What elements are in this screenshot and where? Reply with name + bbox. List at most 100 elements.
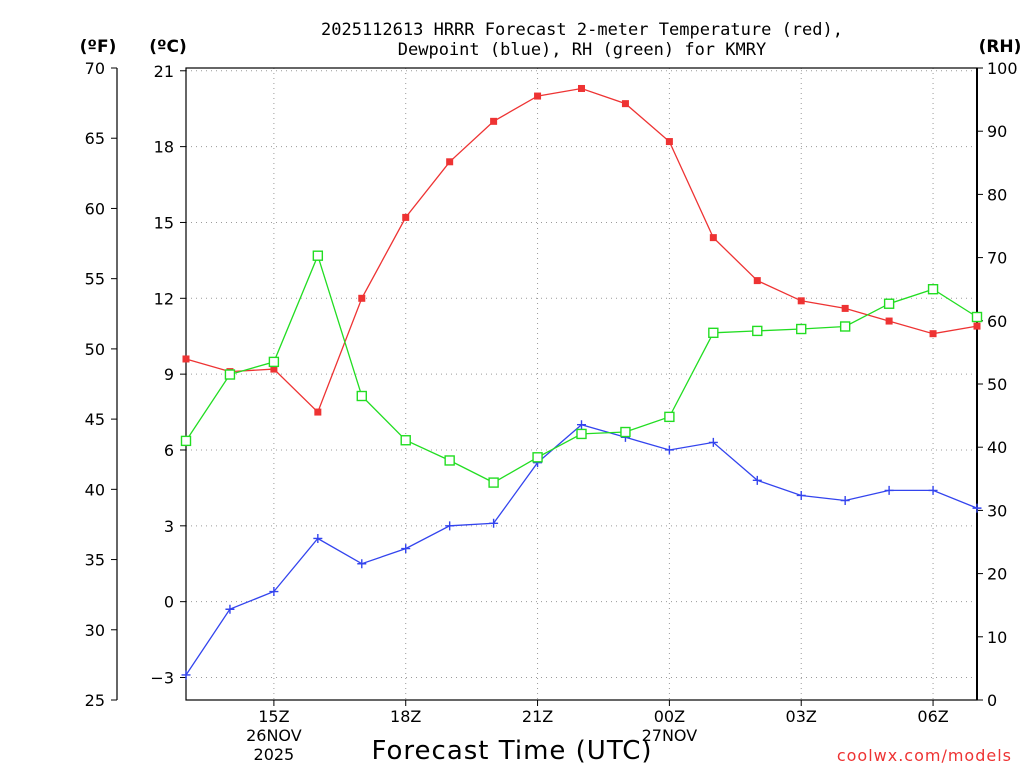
celsius-tick-label: 21	[154, 62, 174, 81]
x-tick-year: 2025	[254, 745, 295, 764]
rh-tick-label: 0	[987, 691, 997, 710]
rh-tick-label: 40	[987, 438, 1007, 457]
x-tick-label: 18Z	[390, 707, 421, 726]
dewpoint-data-point	[928, 485, 938, 495]
dewpoint-data-point	[708, 437, 718, 447]
temperature-data-point	[490, 117, 498, 125]
rh-data-point	[268, 356, 280, 368]
fahrenheit-tick-label: 60	[85, 199, 105, 218]
temperature-data-point	[797, 297, 805, 305]
dewpoint-data-point	[884, 485, 894, 495]
rh-tick-label: 60	[987, 312, 1007, 331]
rh-data-point	[400, 435, 411, 446]
x-tick-label: 21Z	[522, 707, 553, 726]
temperature-data-point	[402, 213, 410, 221]
dewpoint-series-line	[185, 423, 978, 676]
x-tick-date: 27NOV	[642, 726, 698, 745]
dewpoint-data-point	[796, 490, 806, 500]
fahrenheit-tick-label: 50	[85, 340, 105, 359]
rh-data-point	[708, 327, 719, 339]
temperature-data-point	[709, 234, 717, 242]
temperature-data-point	[841, 304, 849, 312]
rh-data-point	[488, 477, 499, 488]
fahrenheit-tick-label: 40	[85, 480, 105, 499]
rh-tick-label: 100	[987, 59, 1018, 78]
chart-title-line1: 2025112613 HRRR Forecast 2-meter Tempera…	[321, 20, 843, 40]
dewpoint-data-point	[401, 544, 411, 554]
temperature-data-point	[182, 355, 190, 363]
dewpoint-data-point	[840, 496, 850, 506]
rh-tick-label: 70	[987, 249, 1007, 268]
fahrenheit-tick-label: 35	[85, 551, 105, 570]
credit-label: coolwx.com/models	[837, 746, 1012, 765]
rh-data-point	[664, 411, 675, 423]
temperature-data-point	[358, 294, 366, 302]
celsius-tick-label: 6	[164, 441, 174, 460]
dewpoint-data-point	[752, 475, 762, 485]
rh-data-point	[224, 369, 236, 380]
grid-lines	[186, 68, 977, 700]
celsius-tick-label: 3	[164, 517, 174, 536]
dewpoint-data-point	[577, 420, 586, 430]
rh-data-point	[796, 323, 807, 335]
fahrenheit-tick-label: 25	[85, 691, 105, 710]
rh-data-point	[356, 390, 367, 402]
temperature-data-point	[578, 84, 585, 92]
dewpoint-data-point	[357, 559, 367, 569]
rh-data-point	[971, 311, 983, 323]
dewpoint-data-point	[972, 503, 982, 513]
plot-frame	[185, 67, 978, 701]
temperature-data-point	[973, 322, 981, 330]
fahrenheit-tick-label: 65	[85, 129, 105, 148]
temperature-data-point	[621, 100, 629, 108]
rh-data-point	[180, 435, 192, 447]
rh-tick-label: 20	[987, 565, 1007, 584]
temperature-series-line	[185, 87, 978, 414]
fahrenheit-tick-label: 30	[85, 621, 105, 640]
rh-unit-label: (RH)	[979, 37, 1022, 57]
rh-data-point	[927, 284, 939, 295]
temperature-data-point	[314, 408, 322, 416]
rh-tick-label: 80	[987, 185, 1007, 204]
dewpoint-data-point	[489, 518, 499, 528]
rh-tick-label: 10	[987, 628, 1007, 647]
celsius-unit-label: (ºC)	[149, 37, 187, 57]
series-layer	[180, 84, 983, 680]
rh-tick-label: 30	[987, 501, 1007, 520]
fahrenheit-tick-label: 45	[85, 410, 105, 429]
temperature-data-point	[885, 317, 893, 325]
temperature-data-point	[665, 138, 673, 146]
x-tick-label: 15Z	[258, 707, 289, 726]
celsius-tick-label: 0	[164, 593, 174, 612]
temperature-data-point	[446, 158, 454, 166]
temperature-data-point	[270, 365, 278, 373]
dewpoint-data-point	[313, 533, 323, 543]
celsius-tick-label: −3	[150, 669, 174, 688]
rh-tick-label: 50	[987, 375, 1007, 394]
x-tick-label: 03Z	[786, 707, 817, 726]
x-tick-date: 26NOV	[246, 726, 302, 745]
fahrenheit-unit-label: (ºF)	[80, 37, 117, 57]
rh-series-line	[185, 253, 978, 484]
rh-data-point	[444, 455, 455, 466]
rh-data-point	[839, 321, 851, 332]
dewpoint-data-point	[181, 670, 191, 680]
celsius-tick-label: 18	[154, 138, 174, 157]
rh-data-point	[312, 250, 324, 261]
rh-data-point	[752, 325, 763, 337]
temperature-data-point	[534, 92, 542, 100]
fahrenheit-tick-label: 70	[85, 59, 105, 78]
dewpoint-data-point	[445, 521, 455, 531]
rh-data-point	[576, 428, 587, 440]
temperature-data-point	[753, 277, 761, 285]
fahrenheit-tick-label: 55	[85, 270, 105, 289]
rh-data-point	[532, 452, 543, 463]
celsius-tick-label: 9	[164, 365, 174, 384]
x-axis-label: Forecast Time (UTC)	[371, 736, 652, 766]
rh-tick-label: 90	[987, 122, 1007, 141]
dewpoint-data-point	[225, 604, 235, 614]
axes: 25 30 35 40 45 50 55 60 65 70 −3 0 3 6 9 12 15 18 21 0 10 20 3…	[85, 59, 1018, 764]
x-tick-label: 00Z	[654, 707, 685, 726]
dewpoint-data-point	[664, 445, 674, 455]
